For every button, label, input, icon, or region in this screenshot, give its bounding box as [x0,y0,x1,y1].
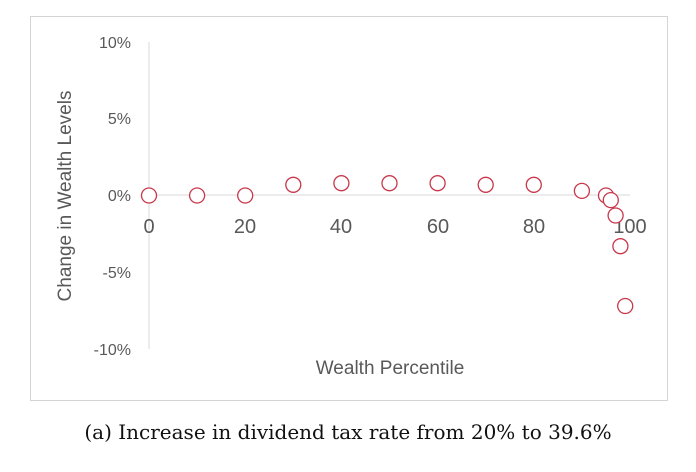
data-point [429,175,446,192]
x-axis-title: Wealth Percentile [316,358,465,379]
x-tick-label: 100 [613,216,646,238]
data-point [237,187,254,204]
data-points [140,175,634,315]
y-tick-label: -10% [94,342,131,359]
data-point [573,182,591,200]
y-tick-label: 0% [108,188,131,205]
x-tick-label: 40 [330,216,352,238]
data-point [617,297,634,315]
data-point [477,176,494,193]
x-tick-label: 80 [523,216,545,238]
x-tick-label: 0 [143,216,154,238]
x-tick-label: 60 [427,216,449,238]
y-tick-label: 5% [108,111,131,128]
data-point [602,191,619,209]
data-point [607,207,624,224]
y-tick-label: 10% [99,35,131,52]
data-point [525,176,542,193]
y-axis-title: Change in Wealth Levels [55,91,76,302]
data-point [612,238,629,255]
figure-caption: (a) Increase in dividend tax rate from 2… [84,420,612,444]
chart-frame [30,16,668,401]
data-point [140,187,158,204]
data-point [188,187,206,204]
y-tick-label: -5% [103,265,131,282]
data-point [381,175,398,192]
data-point [333,175,350,192]
x-tick-label: 20 [234,216,256,238]
data-point [285,176,302,193]
scatter-chart: 10% 5% 0% -5% -10% 0 20 40 60 80 100 Wea… [55,35,647,379]
